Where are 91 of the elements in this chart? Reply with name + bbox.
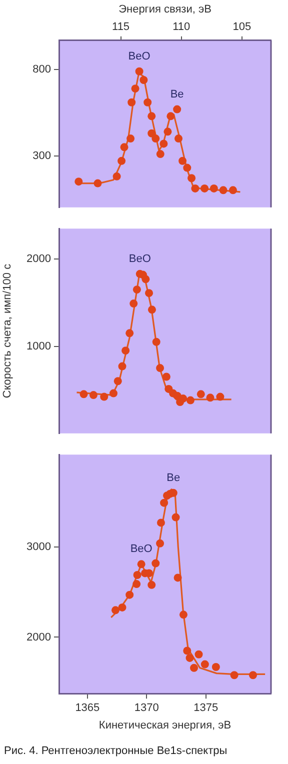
point (196, 390, 205, 398)
point (230, 671, 238, 680)
y-tick-label: 1000 (26, 340, 51, 352)
x-tick-label: 1375 (194, 702, 218, 714)
x2-tick-label: 105 (232, 20, 252, 33)
y-tick-label: 300 (32, 150, 51, 162)
point (111, 606, 120, 614)
point (137, 560, 146, 568)
point (112, 172, 121, 180)
point (194, 650, 203, 658)
point (126, 590, 134, 599)
point (109, 389, 118, 398)
point (118, 362, 126, 370)
point (130, 300, 138, 308)
annotation: BeO (128, 50, 151, 62)
y-tick-label: 3000 (26, 541, 51, 554)
point (89, 391, 98, 400)
point (131, 84, 140, 93)
point (188, 174, 196, 182)
point (186, 654, 194, 662)
point (178, 156, 187, 165)
annotation: Be (166, 472, 180, 484)
point (132, 580, 141, 588)
x2-tick-label: 115 (112, 20, 130, 33)
point (152, 559, 160, 568)
annotation: Be (170, 88, 184, 100)
point (156, 150, 164, 158)
point (148, 129, 156, 138)
point (216, 392, 224, 401)
point (219, 186, 228, 194)
point (162, 372, 170, 381)
y-tick-label: 800 (32, 64, 51, 76)
point (210, 184, 218, 192)
point (114, 377, 122, 386)
point (186, 396, 194, 404)
point (172, 513, 180, 522)
point (160, 140, 168, 148)
point (173, 105, 182, 114)
point (118, 603, 126, 612)
point (135, 67, 144, 76)
point (100, 392, 108, 401)
point (174, 574, 182, 582)
point (133, 571, 142, 579)
annotation: BeO (128, 252, 152, 265)
point (183, 646, 192, 655)
point (152, 338, 160, 346)
point (122, 346, 130, 355)
x-axis-title: Кинетическая энергия, эВ (98, 719, 232, 732)
y-tick-label: 2000 (26, 631, 51, 644)
x2-axis-title: Энергия связи, эВ (118, 4, 212, 16)
point (94, 179, 102, 188)
point (148, 306, 156, 314)
point (145, 289, 154, 298)
point (140, 76, 148, 84)
point (206, 394, 214, 402)
point (174, 134, 182, 143)
point (120, 143, 128, 152)
point (228, 186, 237, 194)
point (152, 134, 160, 143)
point (156, 539, 164, 548)
x-tick-label: 1370 (134, 702, 159, 714)
x2-tick-label: 110 (172, 20, 190, 33)
point (183, 164, 192, 172)
point (179, 610, 188, 619)
point (191, 184, 200, 192)
point (80, 390, 88, 398)
annotation: BeO (130, 543, 153, 556)
point (160, 498, 168, 507)
point (132, 286, 141, 294)
y-axis-title: Скорость счета, имп/100 с (2, 263, 14, 398)
x-tick-label: 1365 (75, 702, 100, 714)
point (249, 671, 257, 680)
point (156, 364, 164, 372)
point (200, 184, 209, 192)
point (126, 134, 135, 143)
point (148, 112, 156, 120)
point (164, 128, 172, 136)
point (74, 178, 83, 186)
text: Рис. 4. Рентгеноэлектронные Be1s-спектры (4, 745, 228, 757)
point (126, 329, 134, 338)
point (118, 156, 126, 165)
point (142, 275, 150, 284)
point (200, 660, 209, 668)
y-tick-label: 2000 (26, 253, 51, 266)
point (190, 664, 198, 672)
point (156, 518, 165, 527)
point (128, 98, 136, 106)
point (148, 580, 156, 589)
point (212, 662, 220, 671)
point (144, 98, 152, 106)
point (166, 112, 175, 120)
